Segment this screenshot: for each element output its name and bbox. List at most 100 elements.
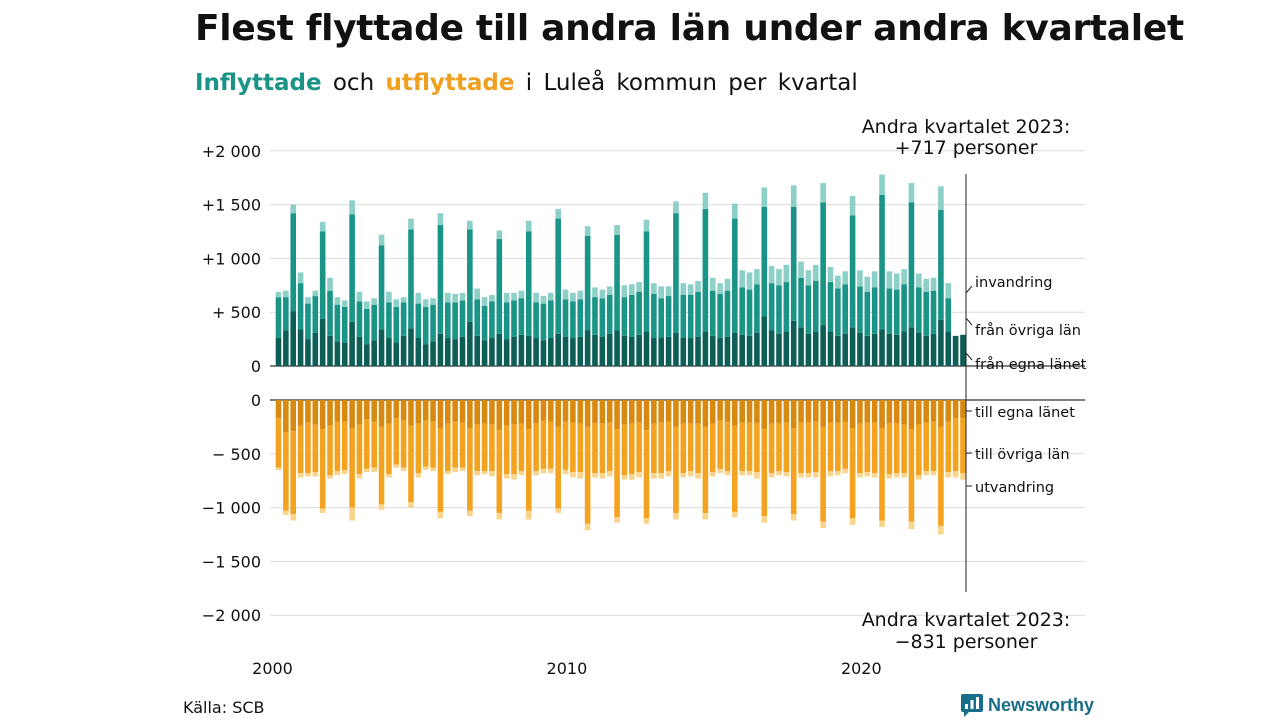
y-tick-label: +2 000 xyxy=(202,142,261,161)
outflow-utvandring-segment xyxy=(695,473,701,479)
inflow-invandring-segment xyxy=(658,286,665,299)
outflow-egna-segment xyxy=(319,400,326,430)
inflow-egna-segment xyxy=(805,333,812,366)
inflow-invandring-segment xyxy=(562,289,569,300)
outflow-utvandring-segment xyxy=(562,469,569,475)
inflow-invandring-segment xyxy=(879,174,885,195)
outflow-egna-segment xyxy=(893,400,900,424)
inflow-ovriga-segment xyxy=(776,285,782,334)
outflow-utvandring-segment xyxy=(857,473,863,478)
outflow-egna-segment xyxy=(908,400,915,430)
outflow-utvandring-segment xyxy=(746,471,753,476)
inflow-ovriga-segment xyxy=(452,302,458,340)
outflow-ovriga-segment xyxy=(584,426,591,524)
inflow-invandring-segment xyxy=(864,276,871,292)
outflow-egna-segment xyxy=(283,400,289,433)
outflow-utvandring-segment xyxy=(835,471,841,476)
inflow-invandring-segment xyxy=(886,271,893,289)
inflow-ovriga-segment xyxy=(680,294,687,339)
outflow-utvandring-segment xyxy=(349,507,355,521)
inflow-ovriga-segment xyxy=(474,299,481,336)
outflow-ovriga-segment xyxy=(783,422,790,473)
outflow-utvandring-segment xyxy=(400,467,407,472)
inflow-ovriga-segment xyxy=(665,296,672,337)
inflow-ovriga-segment xyxy=(540,303,547,341)
inflow-invandring-segment xyxy=(746,272,753,290)
outflow-egna-segment xyxy=(651,400,657,424)
inflow-egna-segment xyxy=(400,335,407,366)
outflow-utvandring-segment xyxy=(849,518,856,525)
inflow-egna-segment xyxy=(386,338,392,366)
inflow-ovriga-segment xyxy=(879,194,885,330)
outflow-utvandring-segment xyxy=(938,525,944,535)
outflow-ovriga-segment xyxy=(687,423,694,472)
outflow-egna-segment xyxy=(842,400,849,422)
outflow-ovriga-segment xyxy=(680,423,687,474)
outflow-egna-segment xyxy=(923,400,929,423)
y-tick-label: +1 500 xyxy=(202,196,261,215)
inflow-egna-segment xyxy=(665,336,672,366)
outflow-utvandring-segment xyxy=(960,473,966,480)
outflow-egna-segment xyxy=(518,400,525,424)
inflow-egna-segment xyxy=(695,336,701,366)
outflow-ovriga-segment xyxy=(628,423,635,475)
outflow-ovriga-segment xyxy=(673,426,679,513)
utvandring-label: utvandring xyxy=(975,480,1054,496)
outflow-ovriga-segment xyxy=(857,423,863,474)
inflow-egna-segment xyxy=(312,332,319,366)
inflow-ovriga-segment xyxy=(371,304,377,341)
outflow-ovriga-segment xyxy=(297,425,304,474)
outflow-egna-segment xyxy=(916,400,922,425)
outflow-egna-segment xyxy=(776,400,782,424)
inflow-invandring-segment xyxy=(444,292,451,303)
inflow-invandring-segment xyxy=(606,286,613,295)
label-leader xyxy=(965,317,973,326)
outflow-egna-segment xyxy=(798,400,804,423)
inflow-invandring-segment xyxy=(739,270,745,288)
x-tick-label: 2000 xyxy=(252,659,293,678)
inflow-ovriga-segment xyxy=(356,301,363,337)
outflow-egna-segment xyxy=(327,400,333,426)
inflow-invandring-segment xyxy=(533,292,539,303)
till-ovriga-lan-label: till övriga län xyxy=(975,447,1070,463)
inflow-invandring-segment xyxy=(776,269,782,286)
inflow-invandring-segment xyxy=(916,273,922,288)
outflow-egna-segment xyxy=(489,400,495,425)
inflow-egna-segment xyxy=(540,340,547,366)
inflow-egna-segment xyxy=(422,344,429,366)
inflow-ovriga-segment xyxy=(835,288,841,336)
outflow-ovriga-segment xyxy=(540,420,547,469)
outflow-utvandring-segment xyxy=(489,471,495,477)
outflow-ovriga-segment xyxy=(952,418,959,472)
outflow-egna-segment xyxy=(592,400,598,424)
outflow-egna-segment xyxy=(305,400,311,423)
outflow-ovriga-segment xyxy=(754,423,760,473)
outflow-egna-segment xyxy=(356,400,363,425)
outflow-utvandring-segment xyxy=(673,512,679,520)
inflow-egna-segment xyxy=(283,330,289,366)
inflow-ovriga-segment xyxy=(364,308,370,345)
inflow-ovriga-segment xyxy=(871,287,878,334)
inflow-ovriga-segment xyxy=(754,284,760,333)
outflow-ovriga-segment xyxy=(820,426,826,522)
outflow-utvandring-segment xyxy=(496,512,503,520)
inflow-invandring-segment xyxy=(312,290,319,297)
outflow-egna-segment xyxy=(864,400,871,423)
outflow-utvandring-segment xyxy=(628,474,635,480)
inflow-ovriga-segment xyxy=(893,289,900,335)
inflow-egna-segment xyxy=(717,338,723,366)
inflow-ovriga-segment xyxy=(857,286,863,333)
top-annotation-line1: Andra kvartalet 2023: xyxy=(862,116,1071,138)
inflow-invandring-segment xyxy=(754,269,760,285)
outflow-egna-segment xyxy=(386,400,392,424)
outflow-utvandring-segment xyxy=(930,471,937,476)
inflow-egna-segment xyxy=(437,333,444,366)
outflow-utvandring-segment xyxy=(577,472,584,479)
inflow-invandring-segment xyxy=(400,297,407,303)
outflow-egna-segment xyxy=(673,400,679,427)
inflow-ovriga-segment xyxy=(555,218,561,334)
inflow-ovriga-segment xyxy=(400,302,407,336)
outflow-ovriga-segment xyxy=(658,422,665,474)
inflow-ovriga-segment xyxy=(518,298,525,335)
outflow-egna-segment xyxy=(555,400,561,427)
